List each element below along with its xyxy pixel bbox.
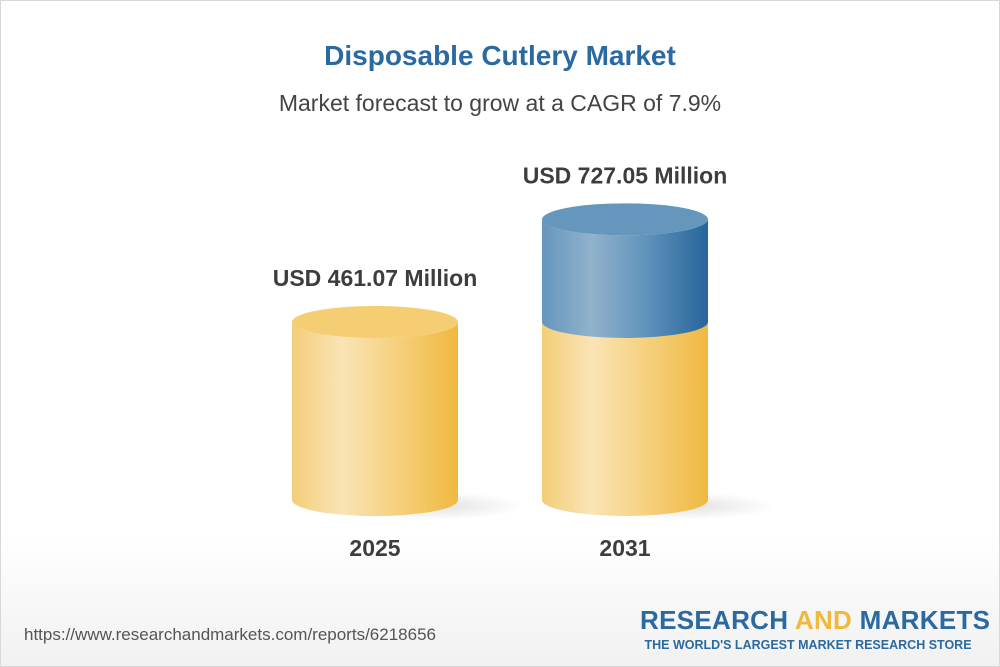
data-label: USD 461.07 Million bbox=[273, 265, 478, 291]
logo-research: RESEARCH bbox=[640, 605, 789, 635]
logo-and: AND bbox=[794, 605, 853, 635]
chart-subtitle: Market forecast to grow at a CAGR of 7.9… bbox=[278, 90, 722, 116]
cylinder-growth-segment-2031 bbox=[542, 219, 708, 338]
cylinder-2025 bbox=[292, 322, 458, 516]
category-label: 2031 bbox=[599, 535, 650, 561]
data-label: USD 727.05 Million bbox=[523, 162, 728, 188]
source-url[interactable]: https://www.researchandmarkets.com/repor… bbox=[24, 625, 436, 644]
chart-title: Disposable Cutlery Market bbox=[324, 40, 676, 71]
cylinder-base-segment-2031 bbox=[542, 322, 708, 516]
category-label: 2025 bbox=[349, 535, 400, 561]
logo-markets: MARKETS bbox=[859, 605, 991, 635]
research-and-markets-logo: RESEARCH AND MARKETS THE WORLD'S LARGEST… bbox=[640, 605, 990, 652]
logo-tagline: THE WORLD'S LARGEST MARKET RESEARCH STOR… bbox=[644, 638, 972, 652]
cylinder-top-2025 bbox=[292, 306, 458, 338]
cylinder-top-2031 bbox=[542, 203, 708, 236]
